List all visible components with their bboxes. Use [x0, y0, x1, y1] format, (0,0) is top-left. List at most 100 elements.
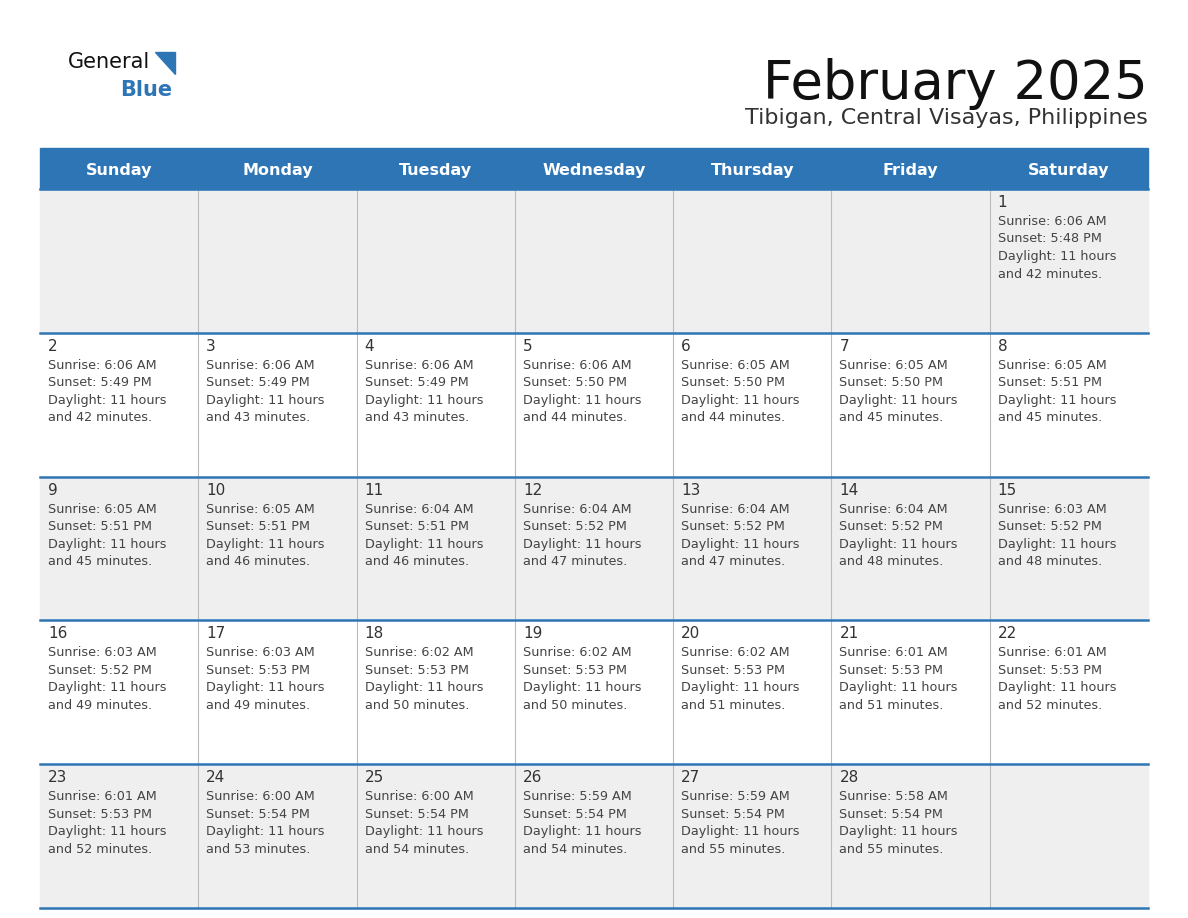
- Text: Sunset: 5:52 PM: Sunset: 5:52 PM: [523, 521, 627, 533]
- Text: Sunset: 5:52 PM: Sunset: 5:52 PM: [998, 521, 1101, 533]
- Bar: [40, 333, 1148, 476]
- Text: Sunset: 5:53 PM: Sunset: 5:53 PM: [365, 664, 468, 677]
- Text: Sunset: 5:49 PM: Sunset: 5:49 PM: [207, 376, 310, 389]
- Text: Daylight: 11 hours: Daylight: 11 hours: [523, 825, 642, 838]
- Text: Sunset: 5:54 PM: Sunset: 5:54 PM: [840, 808, 943, 821]
- Text: Tuesday: Tuesday: [399, 163, 473, 178]
- Text: Daylight: 11 hours: Daylight: 11 hours: [998, 538, 1117, 551]
- Text: Daylight: 11 hours: Daylight: 11 hours: [998, 681, 1117, 694]
- Text: and 52 minutes.: and 52 minutes.: [998, 699, 1102, 711]
- Text: 14: 14: [840, 483, 859, 498]
- Text: 9: 9: [48, 483, 58, 498]
- Text: Sunset: 5:53 PM: Sunset: 5:53 PM: [523, 664, 627, 677]
- Text: Sunset: 5:52 PM: Sunset: 5:52 PM: [48, 664, 152, 677]
- Text: 11: 11: [365, 483, 384, 498]
- Text: and 48 minutes.: and 48 minutes.: [840, 555, 943, 568]
- Text: 28: 28: [840, 770, 859, 785]
- Text: 2: 2: [48, 339, 58, 353]
- Text: Sunset: 5:50 PM: Sunset: 5:50 PM: [840, 376, 943, 389]
- Text: 15: 15: [998, 483, 1017, 498]
- Text: and 48 minutes.: and 48 minutes.: [998, 555, 1102, 568]
- Text: Sunset: 5:53 PM: Sunset: 5:53 PM: [998, 664, 1101, 677]
- Text: Daylight: 11 hours: Daylight: 11 hours: [207, 825, 324, 838]
- Text: and 53 minutes.: and 53 minutes.: [207, 843, 310, 856]
- Text: 25: 25: [365, 770, 384, 785]
- Text: Sunset: 5:51 PM: Sunset: 5:51 PM: [365, 521, 468, 533]
- Text: Sunset: 5:49 PM: Sunset: 5:49 PM: [48, 376, 152, 389]
- Text: Sunrise: 6:05 AM: Sunrise: 6:05 AM: [681, 359, 790, 372]
- Text: Sunrise: 6:02 AM: Sunrise: 6:02 AM: [523, 646, 632, 659]
- Text: and 43 minutes.: and 43 minutes.: [365, 411, 469, 424]
- Text: Sunrise: 6:02 AM: Sunrise: 6:02 AM: [365, 646, 473, 659]
- Text: and 46 minutes.: and 46 minutes.: [365, 555, 469, 568]
- Text: Daylight: 11 hours: Daylight: 11 hours: [681, 825, 800, 838]
- Text: Daylight: 11 hours: Daylight: 11 hours: [840, 538, 958, 551]
- Text: and 45 minutes.: and 45 minutes.: [48, 555, 152, 568]
- Text: Sunrise: 6:03 AM: Sunrise: 6:03 AM: [207, 646, 315, 659]
- Text: Sunrise: 6:01 AM: Sunrise: 6:01 AM: [48, 790, 157, 803]
- Text: 26: 26: [523, 770, 542, 785]
- Text: Sunrise: 6:04 AM: Sunrise: 6:04 AM: [840, 502, 948, 516]
- Text: Friday: Friday: [883, 163, 939, 178]
- Text: 18: 18: [365, 626, 384, 642]
- Text: Sunset: 5:50 PM: Sunset: 5:50 PM: [681, 376, 785, 389]
- Text: and 47 minutes.: and 47 minutes.: [523, 555, 627, 568]
- Text: Sunrise: 6:04 AM: Sunrise: 6:04 AM: [681, 502, 790, 516]
- Bar: [40, 148, 1148, 153]
- Text: Daylight: 11 hours: Daylight: 11 hours: [207, 538, 324, 551]
- Text: Sunset: 5:53 PM: Sunset: 5:53 PM: [207, 664, 310, 677]
- Text: Sunrise: 6:04 AM: Sunrise: 6:04 AM: [523, 502, 632, 516]
- Text: Daylight: 11 hours: Daylight: 11 hours: [523, 394, 642, 407]
- Bar: [40, 153, 1148, 189]
- Text: Thursday: Thursday: [710, 163, 794, 178]
- Text: 1: 1: [998, 195, 1007, 210]
- Text: and 54 minutes.: and 54 minutes.: [523, 843, 627, 856]
- Text: 16: 16: [48, 626, 68, 642]
- Text: Sunrise: 6:06 AM: Sunrise: 6:06 AM: [48, 359, 157, 372]
- Text: Sunrise: 6:06 AM: Sunrise: 6:06 AM: [365, 359, 473, 372]
- Text: Sunset: 5:53 PM: Sunset: 5:53 PM: [48, 808, 152, 821]
- Text: Daylight: 11 hours: Daylight: 11 hours: [523, 538, 642, 551]
- Text: Sunset: 5:54 PM: Sunset: 5:54 PM: [523, 808, 627, 821]
- Text: Daylight: 11 hours: Daylight: 11 hours: [207, 394, 324, 407]
- Text: and 45 minutes.: and 45 minutes.: [998, 411, 1102, 424]
- Text: Daylight: 11 hours: Daylight: 11 hours: [998, 250, 1117, 263]
- Text: Sunset: 5:52 PM: Sunset: 5:52 PM: [681, 521, 785, 533]
- Text: Sunset: 5:49 PM: Sunset: 5:49 PM: [365, 376, 468, 389]
- Bar: [40, 621, 1148, 764]
- Text: 22: 22: [998, 626, 1017, 642]
- Text: and 50 minutes.: and 50 minutes.: [365, 699, 469, 711]
- Text: Sunrise: 6:01 AM: Sunrise: 6:01 AM: [840, 646, 948, 659]
- Text: Sunrise: 5:58 AM: Sunrise: 5:58 AM: [840, 790, 948, 803]
- Text: and 42 minutes.: and 42 minutes.: [48, 411, 152, 424]
- Text: Wednesday: Wednesday: [542, 163, 646, 178]
- Text: Sunset: 5:53 PM: Sunset: 5:53 PM: [840, 664, 943, 677]
- Text: 7: 7: [840, 339, 849, 353]
- Text: Sunrise: 6:04 AM: Sunrise: 6:04 AM: [365, 502, 473, 516]
- Text: General: General: [68, 52, 150, 72]
- Text: Daylight: 11 hours: Daylight: 11 hours: [48, 681, 166, 694]
- Text: 5: 5: [523, 339, 532, 353]
- Text: 21: 21: [840, 626, 859, 642]
- Text: Daylight: 11 hours: Daylight: 11 hours: [523, 681, 642, 694]
- Text: Daylight: 11 hours: Daylight: 11 hours: [681, 394, 800, 407]
- Text: Daylight: 11 hours: Daylight: 11 hours: [365, 394, 484, 407]
- Text: 24: 24: [207, 770, 226, 785]
- Text: February 2025: February 2025: [763, 58, 1148, 110]
- Text: 27: 27: [681, 770, 701, 785]
- Text: Daylight: 11 hours: Daylight: 11 hours: [681, 681, 800, 694]
- Text: and 52 minutes.: and 52 minutes.: [48, 843, 152, 856]
- Text: Sunset: 5:54 PM: Sunset: 5:54 PM: [365, 808, 468, 821]
- Text: 13: 13: [681, 483, 701, 498]
- Text: 3: 3: [207, 339, 216, 353]
- Text: Sunrise: 6:00 AM: Sunrise: 6:00 AM: [365, 790, 473, 803]
- Text: 4: 4: [365, 339, 374, 353]
- Text: Sunrise: 6:05 AM: Sunrise: 6:05 AM: [207, 502, 315, 516]
- Text: Sunset: 5:53 PM: Sunset: 5:53 PM: [681, 664, 785, 677]
- Text: Daylight: 11 hours: Daylight: 11 hours: [48, 825, 166, 838]
- Text: and 44 minutes.: and 44 minutes.: [681, 411, 785, 424]
- Text: 23: 23: [48, 770, 68, 785]
- Text: and 55 minutes.: and 55 minutes.: [840, 843, 943, 856]
- Text: and 45 minutes.: and 45 minutes.: [840, 411, 943, 424]
- Polygon shape: [154, 52, 175, 74]
